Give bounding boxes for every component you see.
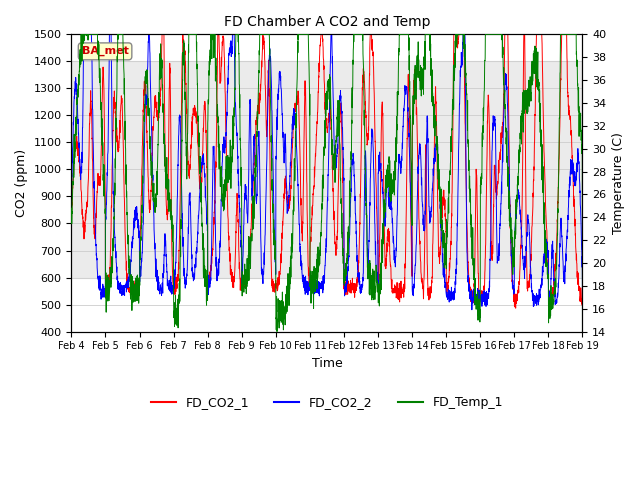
Text: BA_met: BA_met [82, 46, 129, 57]
X-axis label: Time: Time [312, 357, 342, 370]
Bar [72, 61, 582, 277]
Y-axis label: CO2 (ppm): CO2 (ppm) [15, 149, 28, 217]
Legend: FD_CO2_1, FD_CO2_2, FD_Temp_1: FD_CO2_1, FD_CO2_2, FD_Temp_1 [145, 392, 508, 415]
Y-axis label: Temperature (C): Temperature (C) [612, 132, 625, 234]
Title: FD Chamber A CO2 and Temp: FD Chamber A CO2 and Temp [224, 15, 430, 29]
